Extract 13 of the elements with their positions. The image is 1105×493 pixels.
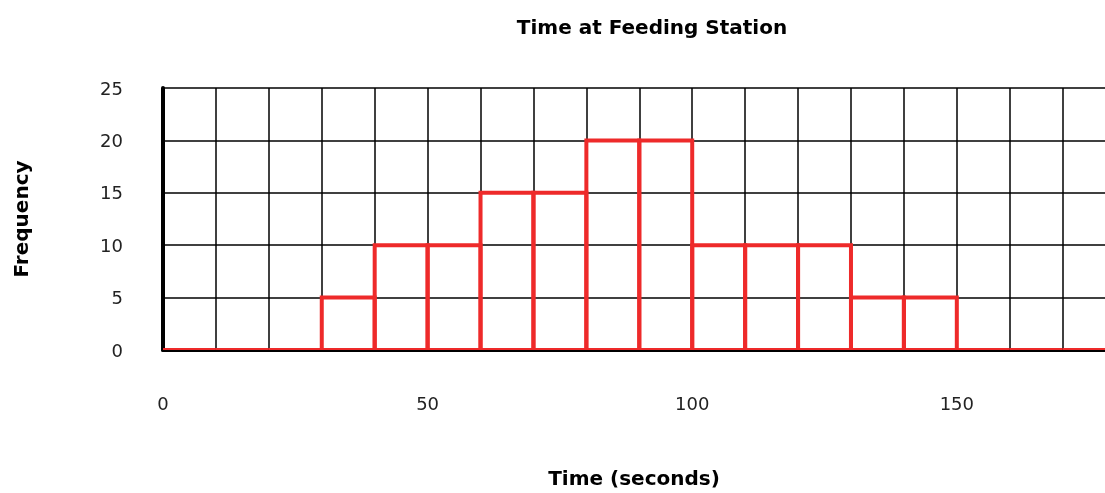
- x-tick-label: 100: [675, 392, 710, 414]
- y-tick-label: 20: [100, 129, 123, 151]
- y-axis-title: Frequency: [9, 160, 33, 278]
- x-tick-label: 0: [157, 392, 169, 414]
- y-tick-label: 15: [100, 182, 123, 204]
- x-axis-title: Time (seconds): [548, 466, 720, 490]
- y-tick-label: 10: [100, 234, 123, 256]
- x-tick-label: 150: [939, 392, 974, 414]
- x-tick-label: 50: [416, 392, 440, 414]
- y-tick-label: 0: [111, 339, 123, 361]
- chart-title: Time at Feeding Station: [516, 15, 788, 39]
- y-tick-label: 5: [111, 287, 123, 309]
- y-tick-label: 25: [100, 77, 123, 99]
